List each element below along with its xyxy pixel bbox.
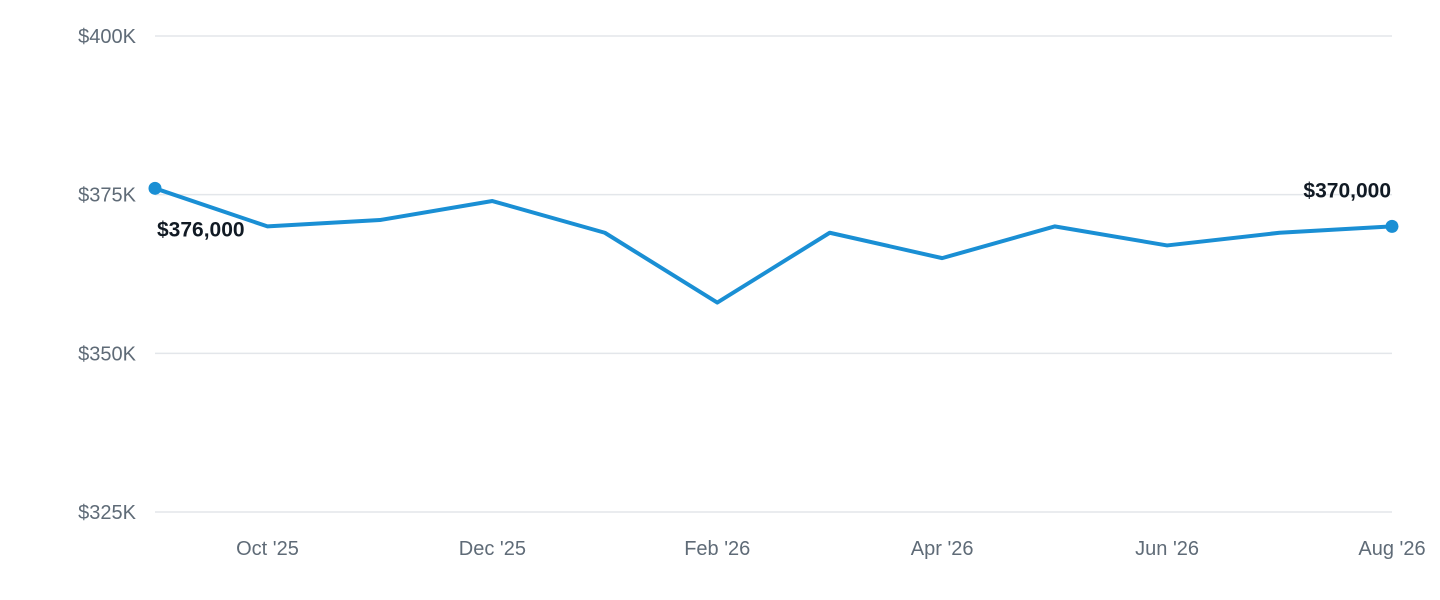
x-tick-label: Apr '26 — [911, 538, 974, 560]
y-tick-label: $350K — [78, 343, 136, 365]
x-tick-label: Oct '25 — [236, 538, 299, 560]
data-label: $370,000 — [1303, 179, 1391, 202]
x-tick-label: Dec '25 — [459, 538, 526, 560]
x-tick-label: Jun '26 — [1135, 538, 1199, 560]
x-axis-labels: Oct '25 Dec '25 Feb '26 Apr '26 Jun '26 Aug '… — [236, 538, 1426, 560]
x-tick-label: Aug '26 — [1358, 538, 1425, 560]
series-layer — [148, 181, 1399, 305]
x-tick-label: Feb '26 — [684, 538, 750, 560]
grid-layer — [155, 35, 1392, 513]
data-label: $376,000 — [157, 218, 245, 241]
data-point — [148, 181, 162, 195]
data-point — [1385, 219, 1399, 233]
series-line — [153, 186, 1394, 305]
y-tick-label: $375K — [78, 185, 136, 207]
y-tick-label: $325K — [78, 502, 136, 524]
annotation-layer: $376,000 $370,000 — [157, 179, 1391, 241]
y-tick-label: $400K — [78, 26, 136, 48]
y-axis-labels: $400K $375K $350K $325K — [78, 26, 136, 524]
